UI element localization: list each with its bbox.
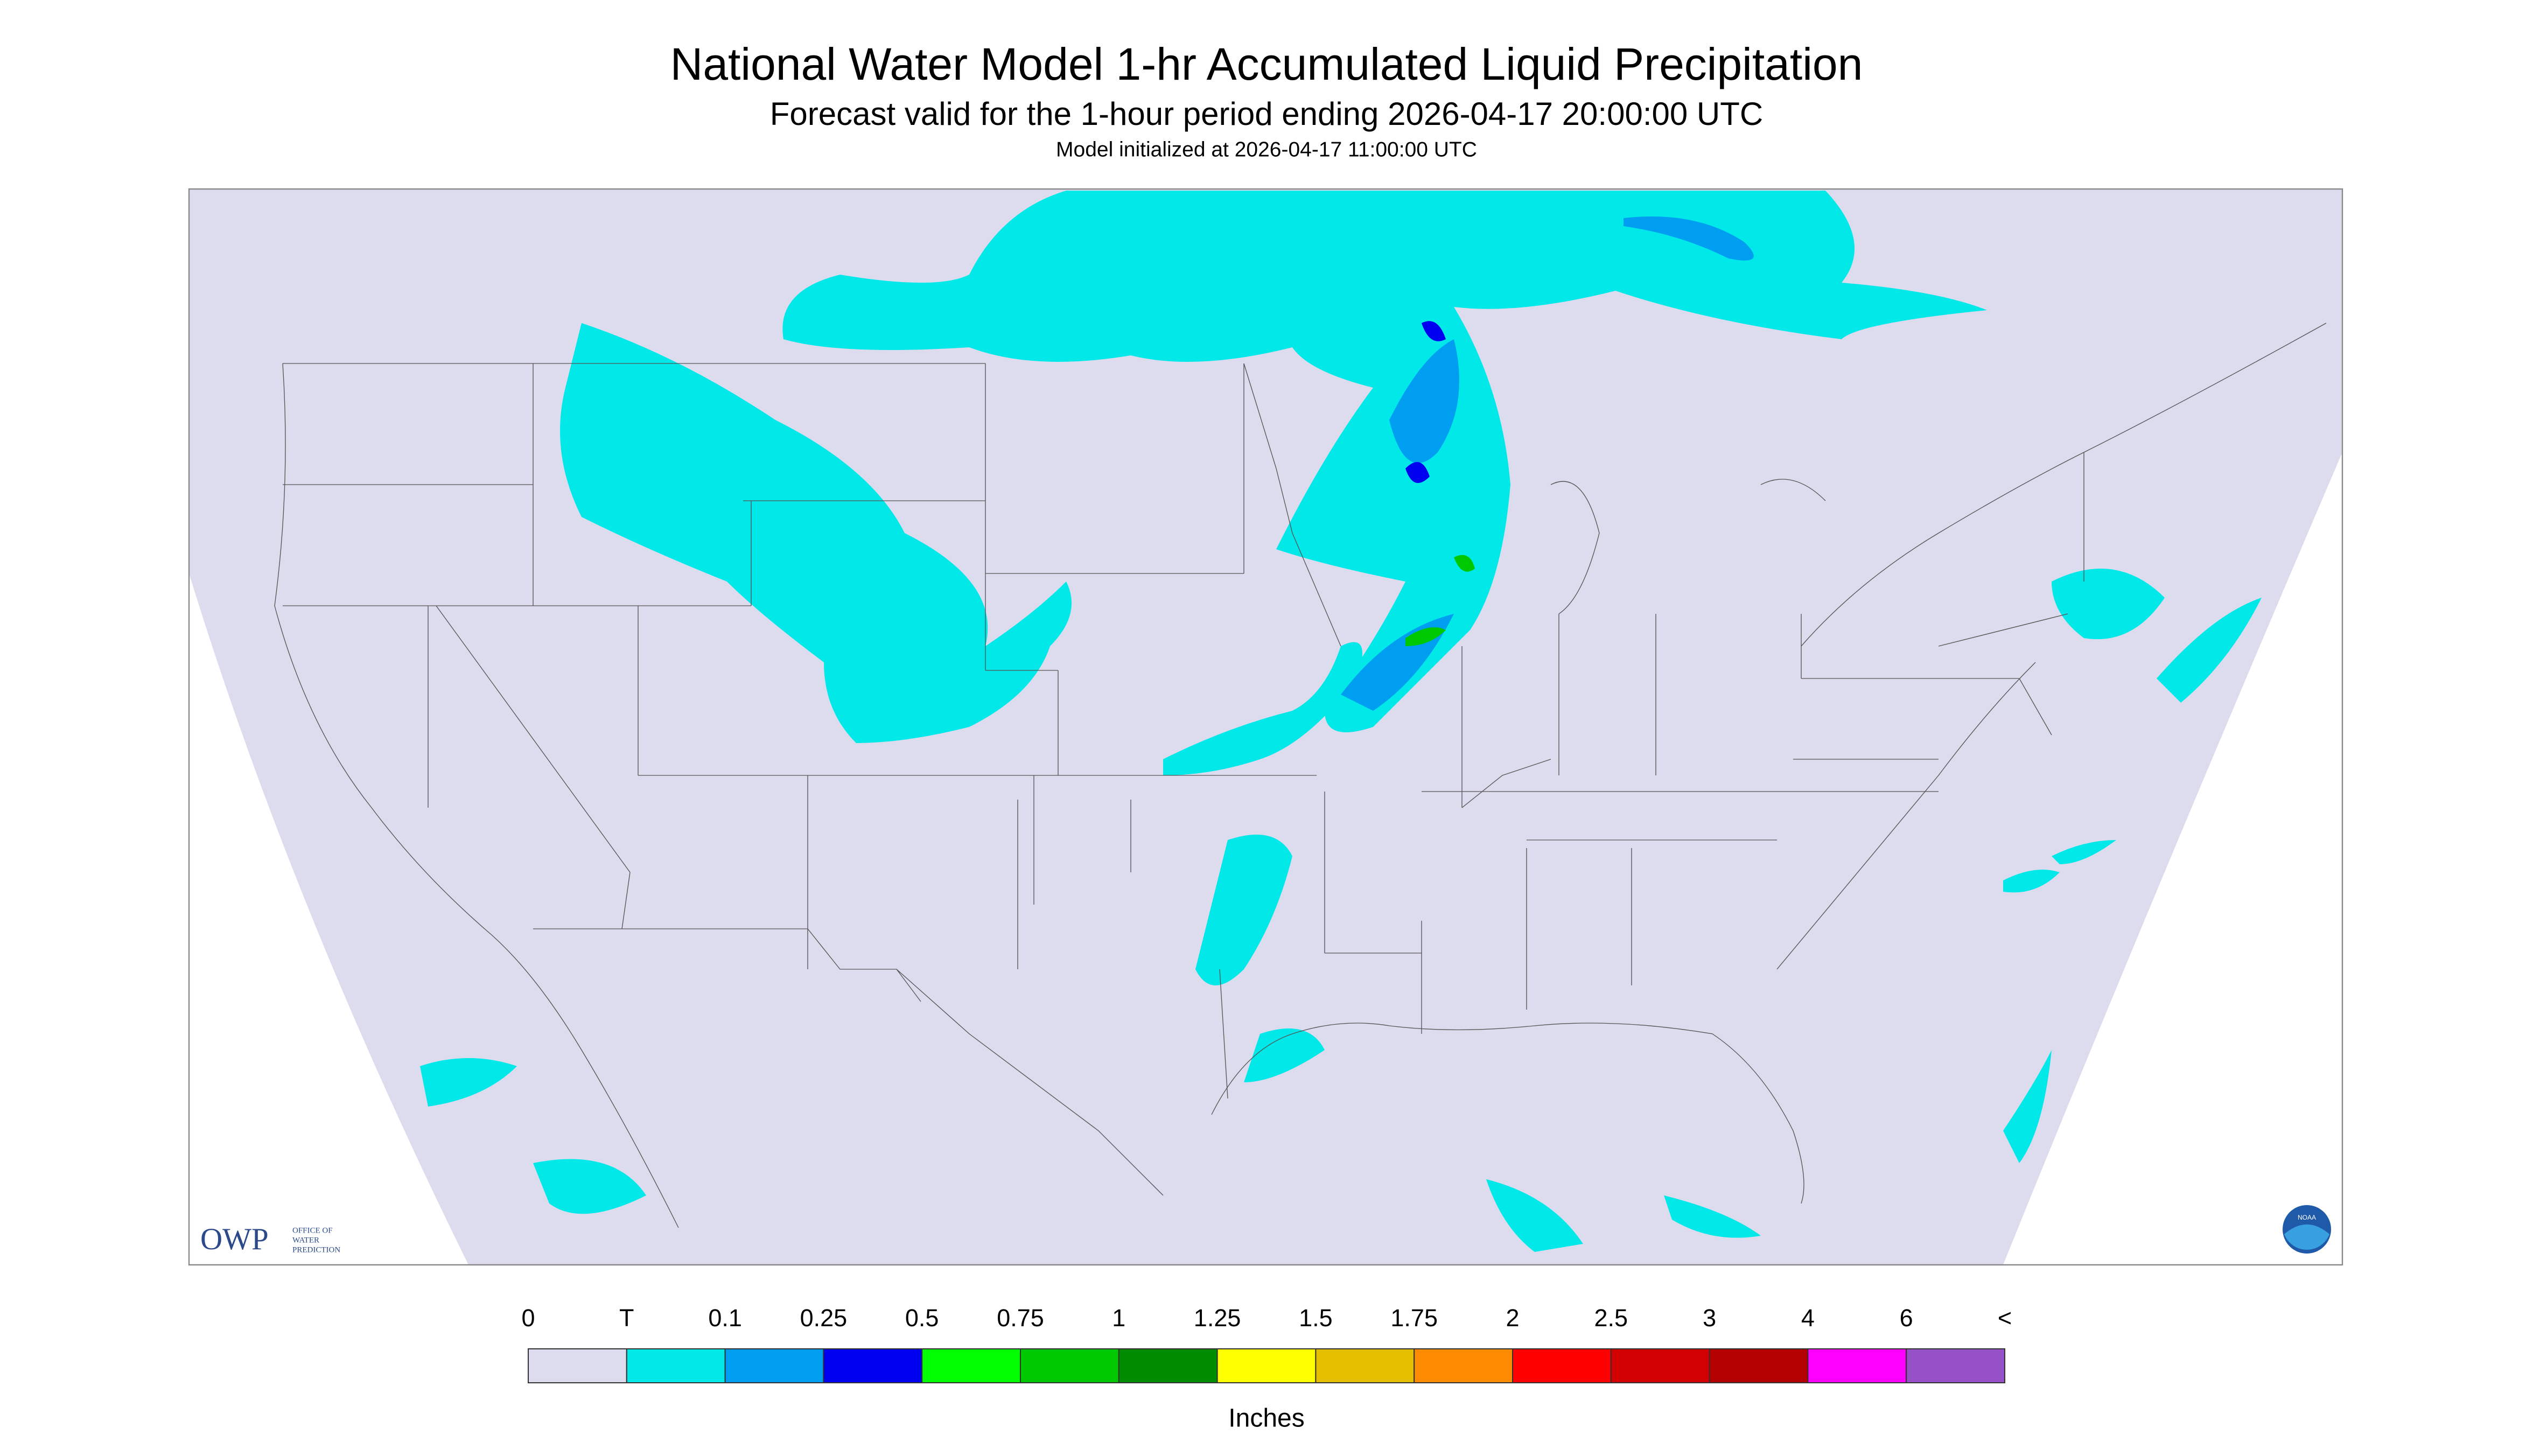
legend-label: 1.25 bbox=[1194, 1304, 1241, 1332]
legend-units: Inches bbox=[1228, 1404, 1304, 1433]
legend-swatch bbox=[1610, 1348, 1710, 1383]
legend-label: 0.75 bbox=[997, 1304, 1044, 1332]
legend-swatch bbox=[1709, 1348, 1809, 1383]
logo-line: OFFICE OF bbox=[292, 1226, 333, 1235]
legend-label: 0.25 bbox=[800, 1304, 848, 1332]
legend-label: 1.75 bbox=[1390, 1304, 1438, 1332]
init-time: Model initialized at 2026-04-17 11:00:00… bbox=[1056, 138, 1477, 161]
legend-label: 0 bbox=[521, 1304, 535, 1332]
legend-label: 2 bbox=[1506, 1304, 1519, 1332]
subtitle: Forecast valid for the 1-hour period end… bbox=[770, 96, 1763, 132]
legend-label: 2.5 bbox=[1594, 1304, 1628, 1332]
legend-swatch bbox=[528, 1348, 627, 1383]
legend-swatch bbox=[1906, 1348, 2005, 1383]
legend-swatch bbox=[626, 1348, 726, 1383]
legend: 0 T 0.1 0.25 0.5 0.75 1 1.25 1.5 1.75 2 2.5 3 4 6 < bbox=[521, 1304, 2012, 1383]
legend-swatch bbox=[1512, 1348, 1612, 1383]
logo-abbr: OWP bbox=[200, 1222, 269, 1256]
legend-label: T bbox=[619, 1304, 634, 1332]
legend-swatch bbox=[1414, 1348, 1513, 1383]
legend-label: 1 bbox=[1112, 1304, 1125, 1332]
legend-label: 0.5 bbox=[905, 1304, 939, 1332]
legend-swatch bbox=[1020, 1348, 1119, 1383]
legend-swatch bbox=[823, 1348, 923, 1383]
logo-line: WATER bbox=[292, 1236, 319, 1244]
legend-swatch bbox=[1118, 1348, 1218, 1383]
title: National Water Model 1-hr Accumulated Li… bbox=[670, 39, 1863, 89]
legend-label: 1.5 bbox=[1299, 1304, 1333, 1332]
legend-swatch bbox=[921, 1348, 1021, 1383]
legend-label: 3 bbox=[1703, 1304, 1716, 1332]
logo-line: PREDICTION bbox=[292, 1245, 340, 1254]
legend-swatch bbox=[724, 1348, 824, 1383]
legend-label: < bbox=[1998, 1304, 2012, 1332]
legend-label: 6 bbox=[1900, 1304, 1913, 1332]
legend-swatch bbox=[1216, 1348, 1317, 1383]
legend-label: 0.1 bbox=[708, 1304, 742, 1332]
precipitation bbox=[420, 191, 2262, 1252]
boundaries bbox=[274, 323, 2327, 1228]
legend-label: 4 bbox=[1801, 1304, 1815, 1332]
noaa-wave bbox=[2284, 1224, 2329, 1250]
legend-swatch bbox=[1807, 1348, 1907, 1383]
legend-swatch bbox=[1315, 1348, 1415, 1383]
noaa-text: NOAA bbox=[2298, 1214, 2316, 1221]
map: OWP OFFICE OF WATER PREDICTION NOAA bbox=[188, 188, 2343, 1266]
map-border bbox=[188, 188, 2343, 1266]
